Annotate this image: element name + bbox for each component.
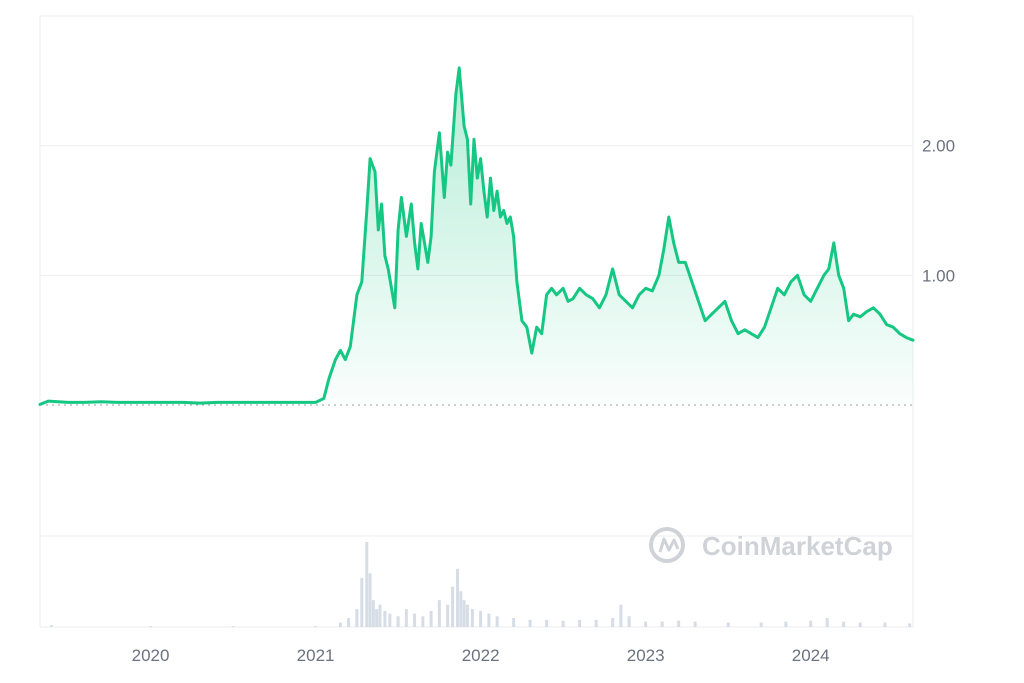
- price-area-fill: [40, 67, 913, 406]
- volume-bar: [842, 621, 846, 627]
- volume-bar: [360, 577, 364, 627]
- volume-bar: [456, 568, 460, 627]
- volume-bar: [388, 613, 392, 627]
- volume-bar: [825, 618, 829, 627]
- volume-bar: [459, 591, 463, 627]
- volume-bar: [338, 622, 342, 627]
- volume-bar: [365, 542, 369, 627]
- y-axis-ticks: 2.00 1.00: [922, 137, 955, 286]
- x-tick-label: 2023: [627, 646, 665, 665]
- volume-bar: [487, 613, 491, 627]
- volume-bar: [375, 609, 379, 627]
- x-tick-label: 2020: [132, 646, 170, 665]
- volume-bars: [50, 542, 912, 628]
- volume-bar: [231, 626, 235, 628]
- volume-bar: [677, 620, 681, 627]
- price-series-line: [38, 66, 915, 406]
- x-tick-label: 2024: [792, 646, 830, 665]
- volume-bar: [421, 616, 425, 627]
- volume-bar: [627, 616, 631, 627]
- y-tick-label: 2.00: [922, 137, 955, 156]
- volume-bar: [883, 622, 887, 627]
- volume-bar: [809, 620, 813, 627]
- volume-bar: [429, 610, 433, 627]
- volume-bar: [726, 622, 730, 627]
- volume-bar: [371, 600, 375, 627]
- volume-bar: [451, 586, 455, 627]
- volume-bar: [611, 618, 615, 627]
- volume-bar: [759, 622, 763, 627]
- volume-bar: [561, 620, 565, 627]
- coinmarketcap-logo-icon: [649, 527, 685, 563]
- price-area: [38, 66, 915, 406]
- volume-bar: [446, 604, 450, 627]
- y-tick-label: 1.00: [922, 266, 955, 285]
- volume-bar: [462, 600, 466, 627]
- volume-bar: [479, 610, 483, 627]
- x-axis-ticks: 2020 2021 2022 2023 2024: [132, 646, 830, 665]
- volume-bar: [465, 604, 469, 627]
- volume-bar: [149, 626, 153, 628]
- volume-bar: [545, 619, 549, 627]
- volume-bar: [314, 626, 318, 628]
- volume-bar: [578, 619, 582, 627]
- volume-bar: [644, 621, 648, 627]
- volume-bar: [413, 613, 417, 627]
- volume-bar: [378, 604, 382, 627]
- volume-bar: [784, 621, 788, 627]
- volume-bar: [528, 619, 532, 627]
- watermark-text: CoinMarketCap: [702, 531, 893, 561]
- volume-bar: [693, 621, 697, 627]
- volume-bar: [470, 609, 474, 627]
- volume-bar: [368, 573, 372, 627]
- x-tick-label: 2022: [462, 646, 500, 665]
- volume-bar: [347, 618, 351, 627]
- volume-bar: [908, 623, 912, 627]
- volume-bar: [437, 600, 441, 627]
- x-tick-label: 2021: [297, 646, 335, 665]
- volume-bar: [858, 622, 862, 627]
- volume-bar: [383, 610, 387, 627]
- volume-bar: [355, 609, 359, 627]
- volume-bar: [404, 609, 408, 627]
- volume-bar: [512, 618, 516, 627]
- volume-bar: [594, 619, 598, 627]
- volume-bar: [660, 621, 664, 627]
- volume-bar: [619, 604, 623, 627]
- volume-bar: [50, 625, 54, 627]
- volume-bar: [396, 616, 400, 627]
- volume-bar: [495, 616, 499, 627]
- coinmarketcap-watermark: CoinMarketCap: [649, 527, 893, 563]
